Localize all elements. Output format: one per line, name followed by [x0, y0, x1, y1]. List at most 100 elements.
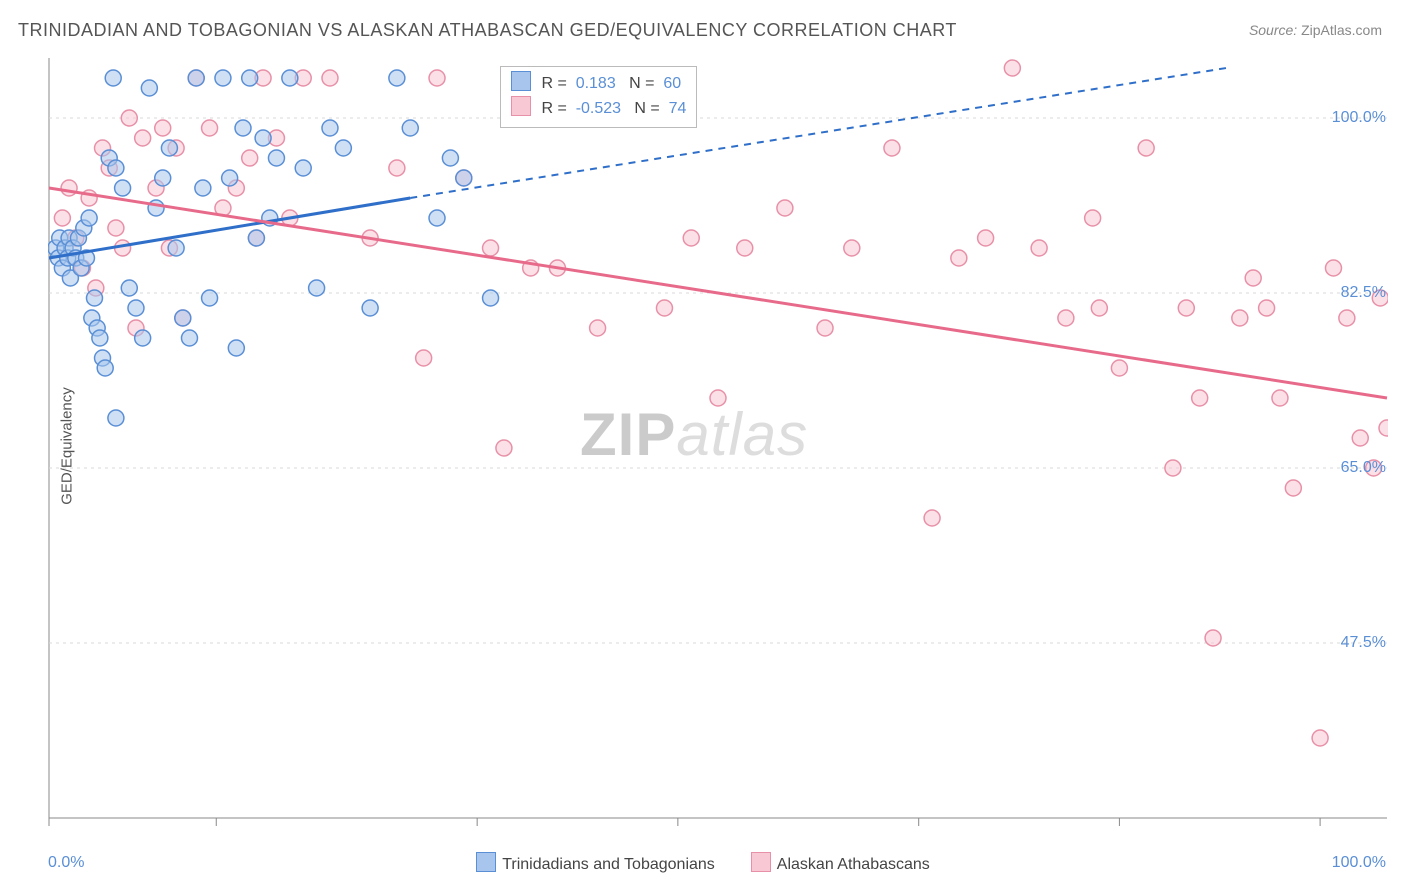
data-point — [81, 210, 97, 226]
data-point — [844, 240, 860, 256]
data-point — [215, 70, 231, 86]
data-point — [1259, 300, 1275, 316]
correlation-legend-row: R = 0.183 N = 60 — [511, 71, 686, 96]
data-point — [1111, 360, 1127, 376]
data-point — [255, 130, 271, 146]
data-point — [322, 70, 338, 86]
data-point — [202, 120, 218, 136]
data-point — [884, 140, 900, 156]
data-point — [1232, 310, 1248, 326]
data-point — [737, 240, 753, 256]
data-point — [1091, 300, 1107, 316]
data-point — [92, 330, 108, 346]
pink-swatch — [751, 852, 771, 872]
y-tick-label: 82.5% — [1341, 284, 1386, 302]
data-point — [108, 220, 124, 236]
data-point — [135, 330, 151, 346]
data-point — [817, 320, 833, 336]
source-value: ZipAtlas.com — [1301, 22, 1382, 38]
data-point — [155, 120, 171, 136]
data-point — [429, 70, 445, 86]
data-point — [1312, 730, 1328, 746]
y-tick-label: 47.5% — [1341, 634, 1386, 652]
data-point — [135, 130, 151, 146]
data-point — [496, 440, 512, 456]
data-point — [1192, 390, 1208, 406]
data-point — [248, 230, 264, 246]
data-point — [188, 70, 204, 86]
data-point — [456, 170, 472, 186]
data-point — [442, 150, 458, 166]
legend-label: Trinidadians and Tobagonians — [502, 856, 715, 873]
data-point — [1379, 420, 1388, 436]
data-point — [1085, 210, 1101, 226]
data-point — [1058, 310, 1074, 326]
blue-swatch — [476, 852, 496, 872]
source-label: Source: — [1249, 22, 1297, 38]
correlation-legend-row: R = -0.523 N = 74 — [511, 96, 686, 121]
data-point — [590, 320, 606, 336]
y-tick-label: 100.0% — [1332, 109, 1386, 127]
data-point — [362, 300, 378, 316]
data-point — [128, 300, 144, 316]
pink-swatch — [511, 96, 531, 116]
data-point — [978, 230, 994, 246]
data-point — [108, 410, 124, 426]
data-point — [54, 210, 70, 226]
data-point — [951, 250, 967, 266]
data-point — [235, 120, 251, 136]
data-point — [309, 280, 325, 296]
data-point — [1165, 460, 1181, 476]
data-point — [86, 290, 102, 306]
data-point — [121, 280, 137, 296]
data-point — [656, 300, 672, 316]
data-point — [1352, 430, 1368, 446]
data-point — [335, 140, 351, 156]
data-point — [322, 120, 338, 136]
data-point — [683, 230, 699, 246]
data-point — [121, 110, 137, 126]
data-point — [295, 160, 311, 176]
data-point — [389, 70, 405, 86]
source-attribution: Source: ZipAtlas.com — [1249, 22, 1382, 38]
chart-title: TRINIDADIAN AND TOBAGONIAN VS ALASKAN AT… — [18, 20, 957, 41]
legend-label: Alaskan Athabascans — [777, 856, 930, 873]
data-point — [242, 150, 258, 166]
data-point — [202, 290, 218, 306]
blue-swatch — [511, 71, 531, 91]
y-tick-label: 65.0% — [1341, 459, 1386, 477]
data-point — [1205, 630, 1221, 646]
correlation-legend: R = 0.183 N = 60 R = -0.523 N = 74 — [500, 66, 697, 128]
data-point — [161, 140, 177, 156]
scatter-plot — [48, 58, 1388, 828]
data-point — [105, 70, 121, 86]
data-point — [402, 120, 418, 136]
data-point — [483, 290, 499, 306]
data-point — [155, 170, 171, 186]
data-point — [924, 510, 940, 526]
data-point — [1138, 140, 1154, 156]
data-point — [282, 70, 298, 86]
data-point — [61, 180, 77, 196]
data-point — [222, 170, 238, 186]
data-point — [1031, 240, 1047, 256]
data-point — [242, 70, 258, 86]
data-point — [777, 200, 793, 216]
data-point — [483, 240, 499, 256]
data-point — [141, 80, 157, 96]
legend-item: Trinidadians and Tobagonians — [476, 856, 715, 873]
data-point — [175, 310, 191, 326]
data-point — [268, 150, 284, 166]
data-point — [148, 200, 164, 216]
data-point — [97, 360, 113, 376]
data-point — [1339, 310, 1355, 326]
data-point — [710, 390, 726, 406]
data-point — [389, 160, 405, 176]
data-point — [1245, 270, 1261, 286]
data-point — [1004, 60, 1020, 76]
data-point — [1178, 300, 1194, 316]
data-point — [195, 180, 211, 196]
data-point — [108, 160, 124, 176]
data-point — [228, 340, 244, 356]
data-point — [416, 350, 432, 366]
